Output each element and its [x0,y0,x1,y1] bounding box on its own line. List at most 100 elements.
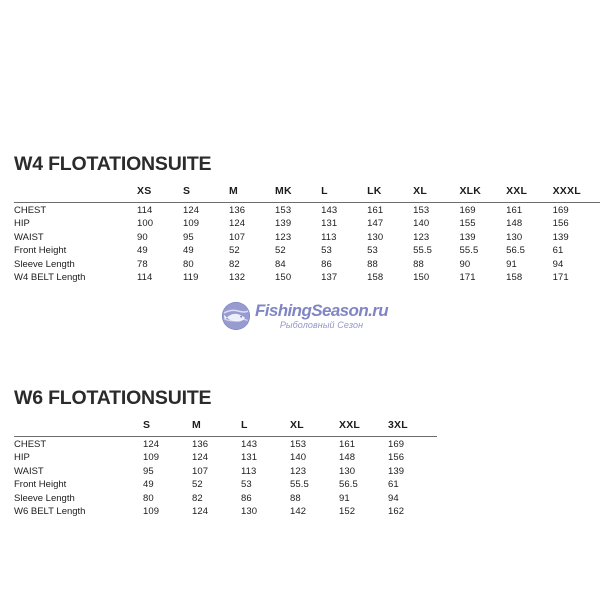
row-value: 53 [241,479,252,491]
watermark-title: FishingSeason.ru [255,301,389,320]
table-row: Sleeve Length 78 80 82 84 86 88 88 90 91… [14,259,600,273]
table-row: Front Height 49 49 52 52 53 53 55.5 55.5… [14,245,600,259]
row-value: 90 [459,258,471,270]
table-row: WAIST 90 95 107 123 113 130 123 139 130 … [14,232,600,246]
row-value: 158 [367,272,384,284]
row-label: HIP [14,452,30,464]
row-value: 169 [388,438,405,450]
row-value: 61 [552,245,564,257]
row-value: 152 [339,506,356,518]
row-value: 55.5 [459,245,479,257]
row-label: CHEST [14,438,47,450]
row-value: 90 [137,231,148,243]
row-value: 148 [506,218,523,230]
header-cell-size: S [143,418,192,437]
row-value: 142 [290,506,307,518]
table-row: W6 BELT Length 109 124 130 142 152 162 [14,506,437,520]
row-value: 114 [137,204,153,216]
row-value: 156 [552,218,569,230]
header-cell-size: XL [413,184,460,203]
row-value: 82 [192,492,203,504]
header-cell-size: M [192,418,241,437]
row-value: 95 [143,465,154,477]
row-value: 158 [506,272,523,284]
row-label: Sleeve Length [14,258,75,270]
row-label: Sleeve Length [14,492,75,504]
row-value: 52 [192,479,203,491]
row-value: 56.5 [506,245,525,257]
row-value: 49 [137,245,148,257]
row-value: 156 [388,452,405,464]
row-value: 143 [241,438,258,450]
row-label: HIP [14,218,30,230]
row-value: 161 [367,204,384,216]
row-value: 86 [321,258,332,270]
row-value: 155 [459,218,476,230]
row-value: 150 [275,272,292,284]
header-cell-size: S [183,184,230,203]
row-value: 153 [290,438,307,450]
row-value: 147 [367,218,384,230]
watermark-text: FishingSeason.ru Рыболовный Сезон [255,301,389,330]
row-value: 109 [183,218,200,230]
table-row: Sleeve Length 80 82 86 88 91 94 [14,493,437,507]
row-value: 153 [413,204,430,216]
row-value: 140 [413,218,430,230]
row-label: W6 BELT Length [14,506,86,518]
header-cell-measurement [14,184,137,203]
row-value: 161 [339,438,356,450]
row-value: 140 [290,452,307,464]
header-cell-size: L [241,418,290,437]
table-header-row: XS S M MK L LK XL XLK XXL XXXL [14,184,600,203]
row-label: Front Height [14,479,67,491]
size-table-w4: XS S M MK L LK XL XLK XXL XXXL CHEST 114… [14,184,600,287]
header-cell-size: XXL [339,418,388,437]
row-value: 109 [143,452,160,464]
row-value: 124 [192,506,209,518]
row-value: 162 [388,506,405,518]
row-value: 137 [321,272,338,284]
row-value: 139 [552,231,569,243]
row-value: 143 [321,204,338,216]
row-value: 82 [229,258,240,270]
row-value: 161 [506,204,523,216]
row-value: 52 [229,245,240,257]
row-value: 123 [275,231,292,243]
watermark-logo: FishingSeason.ru Рыболовный Сезон [222,301,389,330]
row-value: 100 [137,218,154,230]
row-value: 80 [183,258,194,270]
row-value: 124 [183,204,200,216]
watermark-subtitle: Рыболовный Сезон [279,320,364,330]
row-value: 95 [183,231,194,243]
row-value: 123 [290,465,307,477]
header-cell-size: XL [290,418,339,437]
row-value: 148 [339,452,356,464]
size-table-section-w4: W4 FLOTATIONSUITE XS S M MK L LK XL XLK … [14,154,600,287]
section-title-w6: W6 FLOTATIONSUITE [14,387,212,409]
row-value: 130 [506,231,523,243]
fish-globe-icon [222,302,250,330]
row-value: 49 [183,245,194,257]
row-value: 56.5 [339,479,358,491]
row-value: 136 [229,204,246,216]
row-value: 53 [321,245,332,257]
row-value: 150 [413,272,430,284]
row-label: W4 BELT Length [14,272,86,284]
row-value: 139 [275,218,292,230]
header-cell-size: M [229,184,276,203]
row-label: CHEST [14,204,47,216]
row-value: 61 [388,479,399,491]
row-value: 153 [275,204,292,216]
row-value: 88 [290,492,301,504]
row-value: 130 [241,506,258,518]
row-value: 86 [241,492,252,504]
row-value: 94 [388,492,399,504]
row-value: 113 [241,465,257,477]
row-value: 139 [388,465,405,477]
header-cell-size: XS [137,184,184,203]
size-table-body-w4: CHEST 114 124 136 153 143 161 153 169 16… [14,202,600,286]
row-value: 123 [413,231,430,243]
header-cell-size: XXL [506,184,553,203]
size-table-head-w4: XS S M MK L LK XL XLK XXL XXXL [14,184,600,203]
